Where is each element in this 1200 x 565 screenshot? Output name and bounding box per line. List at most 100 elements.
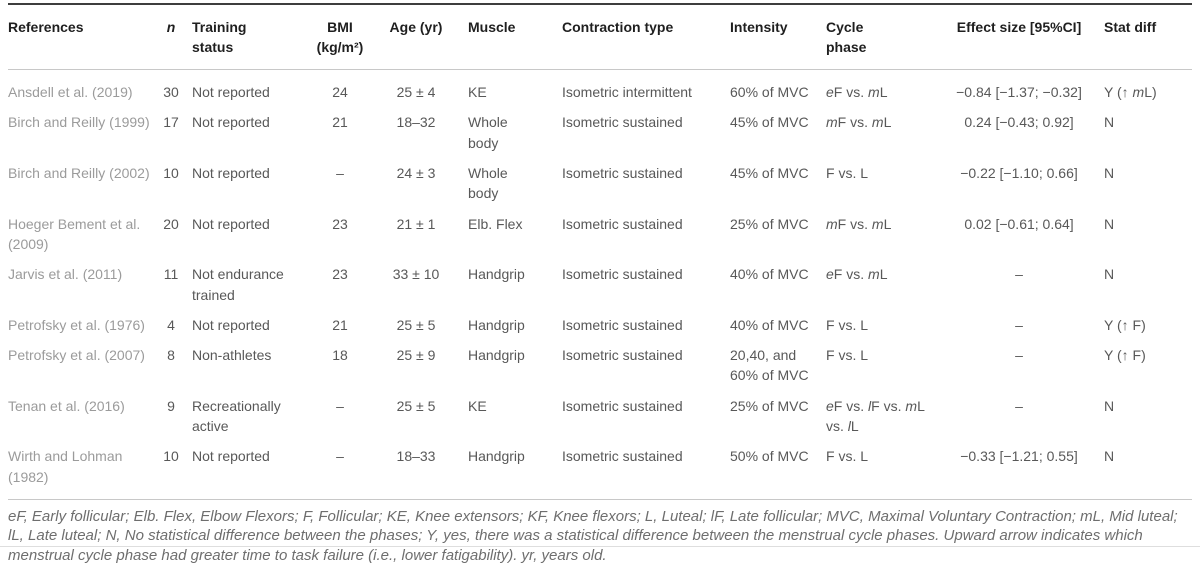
footnote-divider xyxy=(8,498,1192,500)
cell-effect_size: – xyxy=(1015,266,1023,283)
cell-muscle: Handgrip xyxy=(468,347,525,364)
column-header-n: n xyxy=(166,19,176,35)
cell-age: 33 ± 10 xyxy=(392,266,440,283)
cell-stat_diff: Y (↑ mL) xyxy=(1104,84,1157,101)
cell-contraction_type: Isometric sustained xyxy=(562,266,683,283)
table-row: Birch and Reilly (2002) 10 Not reported – 24… xyxy=(8,158,1192,209)
cell-references: Petrofsky et al. (2007) xyxy=(8,347,145,364)
cell-cycle_phase: F vs. L xyxy=(826,347,869,364)
column-header-muscle: Muscle xyxy=(468,19,516,35)
cell-age: 25 ± 5 xyxy=(396,316,436,333)
cell-contraction_type: Isometric sustained xyxy=(562,316,683,333)
cell-contraction_type: Isometric sustained xyxy=(562,448,683,465)
cell-contraction_type: Isometric intermittent xyxy=(562,84,692,101)
column-header-age: Age (yr) xyxy=(389,19,443,35)
cell-effect_size: −0.33 [−1.21; 0.55] xyxy=(960,448,1078,465)
cell-n: 20 xyxy=(163,215,179,232)
cell-stat_diff: N xyxy=(1104,114,1115,131)
cell-stat_diff: N xyxy=(1104,448,1115,465)
cell-age: 18–33 xyxy=(396,448,436,465)
cell-muscle: KE xyxy=(468,397,487,414)
table-row: Jarvis et al. (2011) 11 Not endurance trai… xyxy=(8,259,1192,310)
cell-effect_size: – xyxy=(1015,397,1023,414)
cell-references: Tenan et al. (2016) xyxy=(8,397,125,414)
cell-training_status: Not reported xyxy=(192,448,270,465)
column-header-effect_size: Effect size [95%CI] xyxy=(956,19,1082,35)
table-row: Hoeger Bement et al. (2009) 20 Not reporte… xyxy=(8,209,1192,260)
header-row: References n Training status BMI (kg/m²) Age… xyxy=(8,4,1192,70)
cell-muscle: Elb. Flex xyxy=(468,215,523,232)
column-header-contraction_type: Contraction type xyxy=(562,19,674,35)
cell-n: 10 xyxy=(163,448,179,465)
cell-bmi: 23 xyxy=(332,215,348,232)
cell-bmi: 24 xyxy=(332,84,348,101)
cell-n: 4 xyxy=(167,316,175,333)
cell-bmi: – xyxy=(336,448,344,465)
cell-age: 24 ± 3 xyxy=(396,165,436,182)
cell-stat_diff: Y (↑ F) xyxy=(1104,316,1146,333)
cell-age: 21 ± 1 xyxy=(396,215,436,232)
cell-stat_diff: N xyxy=(1104,215,1115,232)
cell-stat_diff: N xyxy=(1104,397,1115,414)
cell-cycle_phase: eF vs. mL xyxy=(826,84,888,101)
cell-age: 25 ± 5 xyxy=(396,397,436,414)
table-footnote: eF, Early follicular; Elb. Flex, Elbow F… xyxy=(8,507,1178,564)
cell-cycle_phase: mF vs. mL xyxy=(826,114,892,131)
cell-cycle_phase: mF vs. mL xyxy=(826,215,892,232)
cell-intensity: 45% of MVC xyxy=(730,165,809,182)
cell-intensity: 60% of MVC xyxy=(730,84,809,101)
table-row: Petrofsky et al. (2007) 8 Non-athletes 18 25… xyxy=(8,340,1192,391)
table-row: Petrofsky et al. (1976) 4 Not reported 21 25… xyxy=(8,310,1192,340)
cell-intensity: 50% of MVC xyxy=(730,448,809,465)
studies-table: References n Training status BMI (kg/m²) Age… xyxy=(8,3,1192,499)
cell-bmi: 21 xyxy=(332,316,348,333)
cell-age: 25 ± 4 xyxy=(396,84,436,101)
column-header-bmi: BMI (kg/m²) xyxy=(316,19,364,55)
cell-training_status: Not reported xyxy=(192,84,270,101)
column-header-cycle_phase: Cycle phase xyxy=(826,19,867,55)
column-header-intensity: Intensity xyxy=(730,19,788,35)
cell-effect_size: −0.22 [−1.10; 0.66] xyxy=(960,165,1078,182)
cell-cycle_phase: F vs. L xyxy=(826,316,869,333)
cell-bmi: 18 xyxy=(332,347,348,364)
cell-muscle: Handgrip xyxy=(468,448,525,465)
column-header-training_status: Training status xyxy=(192,19,247,55)
cell-training_status: Not reported xyxy=(192,316,270,333)
cell-contraction_type: Isometric sustained xyxy=(562,215,683,232)
cell-age: 25 ± 9 xyxy=(396,347,436,364)
cell-n: 8 xyxy=(167,347,175,364)
cell-effect_size: – xyxy=(1015,316,1023,333)
cell-effect_size: 0.24 [−0.43; 0.92] xyxy=(964,114,1074,131)
table-row: Ansdell et al. (2019) 30 Not reported 24 25 … xyxy=(8,70,1192,108)
cell-muscle: Whole body xyxy=(468,114,508,151)
cell-muscle: KE xyxy=(468,84,487,101)
cell-intensity: 20,40, and 60% of MVC xyxy=(730,347,809,384)
cell-references: Ansdell et al. (2019) xyxy=(8,84,133,101)
cell-muscle: Handgrip xyxy=(468,316,525,333)
cell-muscle: Handgrip xyxy=(468,266,525,283)
cell-references: Jarvis et al. (2011) xyxy=(8,266,123,283)
table-row: Birch and Reilly (1999) 17 Not reported 21 1… xyxy=(8,107,1192,158)
cell-training_status: Non-athletes xyxy=(192,347,272,364)
cell-intensity: 45% of MVC xyxy=(730,114,809,131)
cell-bmi: – xyxy=(336,165,344,182)
cell-contraction_type: Isometric sustained xyxy=(562,114,683,131)
column-header-stat_diff: Stat diff xyxy=(1104,19,1157,35)
cell-training_status: Not reported xyxy=(192,215,270,232)
cell-training_status: Not reported xyxy=(192,114,270,131)
cell-effect_size: 0.02 [−0.61; 0.64] xyxy=(964,215,1074,232)
cell-effect_size: −0.84 [−1.37; −0.32] xyxy=(956,84,1082,101)
cell-training_status: Not reported xyxy=(192,165,270,182)
cell-cycle_phase: eF vs. mL xyxy=(826,266,888,283)
cell-n: 9 xyxy=(167,397,175,414)
cell-references: Hoeger Bement et al. (2009) xyxy=(8,215,141,252)
table-row: Wirth and Lohman (1982) 10 Not reported – 18… xyxy=(8,441,1192,499)
cell-training_status: Recreationally active xyxy=(192,397,281,435)
cell-references: Birch and Reilly (1999) xyxy=(8,114,150,131)
cell-n: 17 xyxy=(163,114,179,131)
cell-contraction_type: Isometric sustained xyxy=(562,165,683,182)
cell-bmi: 23 xyxy=(332,266,348,283)
cell-cycle_phase: F vs. L xyxy=(826,448,869,465)
cell-cycle_phase: eF vs. lF vs. mL vs. lL xyxy=(826,397,925,435)
column-header-references: References xyxy=(8,19,84,35)
